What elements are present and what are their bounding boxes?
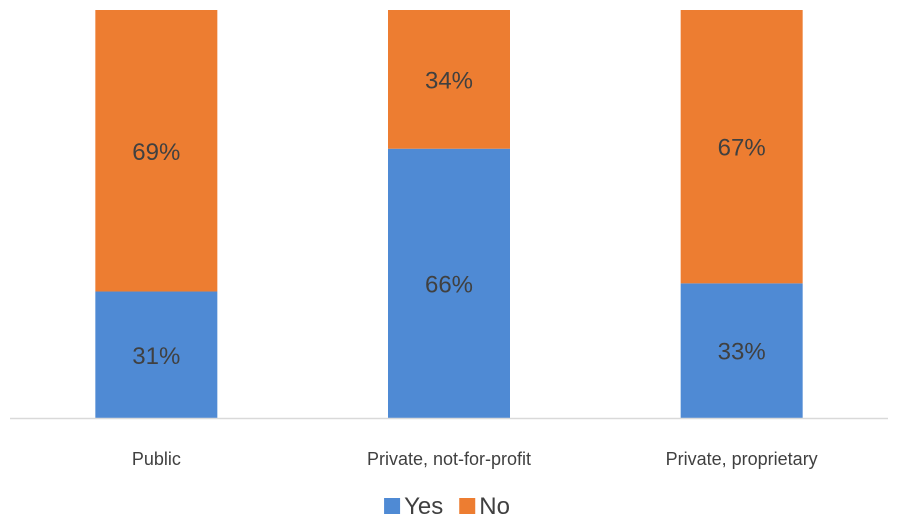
data-label-yes-0: 31% (132, 343, 180, 370)
data-label-no-2: 67% (718, 135, 766, 162)
data-label-yes-1: 66% (425, 271, 473, 298)
bar-no-2 (680, 10, 803, 284)
bar-no-0 (95, 10, 218, 292)
bar-yes-2 (680, 283, 803, 418)
data-label-no-1: 34% (425, 67, 473, 94)
bar-yes-0 (95, 291, 218, 418)
data-label-yes-2: 33% (718, 339, 766, 366)
category-label-0: Public (132, 449, 181, 469)
legend-label-no: No (479, 493, 510, 520)
legend-swatch-no (459, 498, 476, 514)
bar-yes-1 (388, 148, 510, 418)
bar-no-1 (388, 10, 510, 149)
category-label-2: Private, proprietary (666, 449, 818, 469)
legend: Yes No (384, 493, 510, 520)
category-label-1: Private, not-for-profit (367, 449, 531, 469)
legend-swatch-yes (384, 498, 401, 514)
data-label-no-0: 69% (132, 139, 180, 166)
legend-label-yes: Yes (404, 493, 443, 520)
